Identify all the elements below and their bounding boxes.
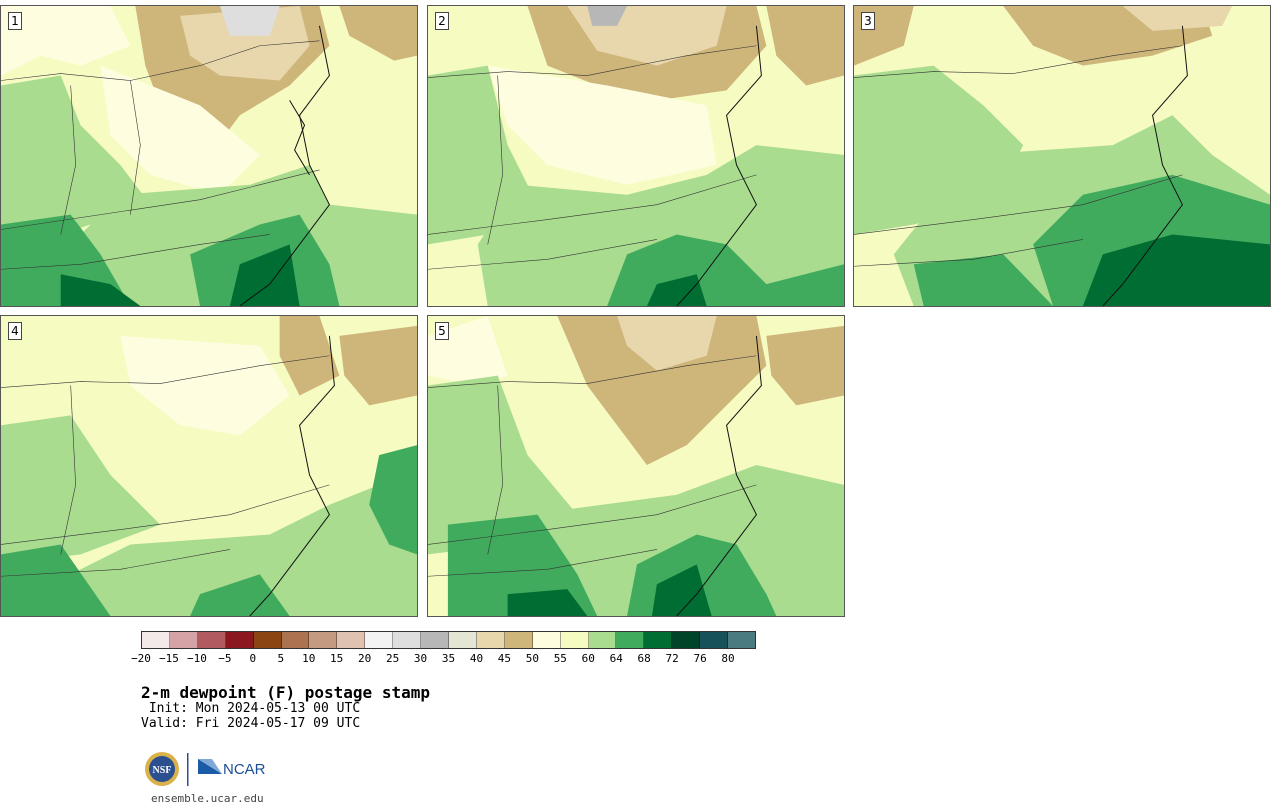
colorbar-swatch xyxy=(588,632,617,648)
nsf-logo-text: NSF xyxy=(153,765,172,776)
map-4 xyxy=(1,316,417,616)
colorbar-tick-label: −5 xyxy=(218,652,232,665)
colorbar-tick-label: 15 xyxy=(330,652,344,665)
colorbar-swatch xyxy=(672,632,701,648)
member-label: 5 xyxy=(435,322,449,340)
colorbar-tick-label: 72 xyxy=(665,652,679,665)
ncar-logo-text: NCAR xyxy=(223,761,266,778)
colorbar-swatch xyxy=(644,632,673,648)
colorbar-swatch xyxy=(504,632,533,648)
colorbar-swatch xyxy=(309,632,338,648)
valid-time: Valid: Fri 2024-05-17 09 UTC xyxy=(141,716,361,731)
colorbar-swatch xyxy=(560,632,589,648)
colorbar-swatch xyxy=(476,632,505,648)
colorbar-tick-label: −15 xyxy=(159,652,179,665)
colorbar-tick-label: 60 xyxy=(581,652,595,665)
colorbar-swatch xyxy=(225,632,254,648)
colorbar-tick-label: 5 xyxy=(277,652,285,665)
colorbar-swatch xyxy=(421,632,449,648)
nsf-logo-icon: NSF xyxy=(145,752,179,786)
colorbar-swatch xyxy=(448,632,477,648)
colorbar-swatch xyxy=(142,632,170,648)
colorbar-tick-label: 64 xyxy=(609,652,623,665)
colorbar-swatch xyxy=(365,632,394,648)
stamp-panel-4[interactable]: 4 xyxy=(0,315,418,617)
map-2 xyxy=(428,6,844,306)
colorbar-swatch xyxy=(169,632,198,648)
colorbar-swatch xyxy=(616,632,645,648)
colorbar-tick-label: 10 xyxy=(302,652,316,665)
colorbar-tick-label: 30 xyxy=(413,652,428,665)
stamp-panel-3[interactable]: 3 xyxy=(853,5,1271,307)
colorbar-swatch xyxy=(253,632,282,648)
colorbar-tick-label: 0 xyxy=(249,652,257,665)
colorbar-tick-label: −20 xyxy=(131,652,151,665)
site-url[interactable]: ensemble.ucar.edu xyxy=(151,792,264,805)
colorbar-tick-label: 45 xyxy=(497,652,512,665)
map-5 xyxy=(428,316,844,616)
colorbar-tick-label: 68 xyxy=(637,652,651,665)
init-time: Init: Mon 2024-05-13 00 UTC xyxy=(141,701,361,716)
ncar-logo-icon: NCAR xyxy=(198,759,266,778)
colorbar-tick-label: 55 xyxy=(553,652,567,665)
colorbar-tick-label: 50 xyxy=(525,652,539,665)
colorbar-tick-label: 20 xyxy=(358,652,372,665)
figure-title: 2-m dewpoint (F) postage stamp xyxy=(141,683,430,702)
member-label: 1 xyxy=(8,12,22,30)
member-label: 2 xyxy=(435,12,449,30)
colorbar-swatch xyxy=(700,632,729,648)
colorbar-tick-label: 80 xyxy=(721,652,735,665)
colorbar-swatch xyxy=(281,632,310,648)
stamp-panel-1[interactable]: 1 xyxy=(0,5,418,307)
member-label: 4 xyxy=(8,322,22,340)
colorbar-swatch xyxy=(393,632,422,648)
colorbar-tick-label: 25 xyxy=(385,652,400,665)
map-3 xyxy=(854,6,1270,306)
colorbar-swatch xyxy=(197,632,226,648)
colorbar-swatch xyxy=(337,632,366,648)
colorbar-swatch xyxy=(532,632,561,648)
colorbar-tick-label: 76 xyxy=(693,652,707,665)
colorbar-tick-label: −10 xyxy=(186,652,207,665)
colorbar-ticks: −20 −15 −10 −5 0 5 10 15 20 25 30 35 40 45 50 55 60 64 68 7… xyxy=(131,652,756,666)
colorbar-tick-label: 35 xyxy=(441,652,456,665)
colorbar xyxy=(141,631,756,649)
colorbar-tick-label: 40 xyxy=(469,652,484,665)
colorbar-swatch xyxy=(728,632,755,648)
map-1 xyxy=(1,6,417,306)
logos: NSF NCAR xyxy=(145,752,266,786)
stamp-panel-5[interactable]: 5 xyxy=(427,315,845,617)
member-label: 3 xyxy=(861,12,875,30)
stamp-panel-2[interactable]: 2 xyxy=(427,5,845,307)
